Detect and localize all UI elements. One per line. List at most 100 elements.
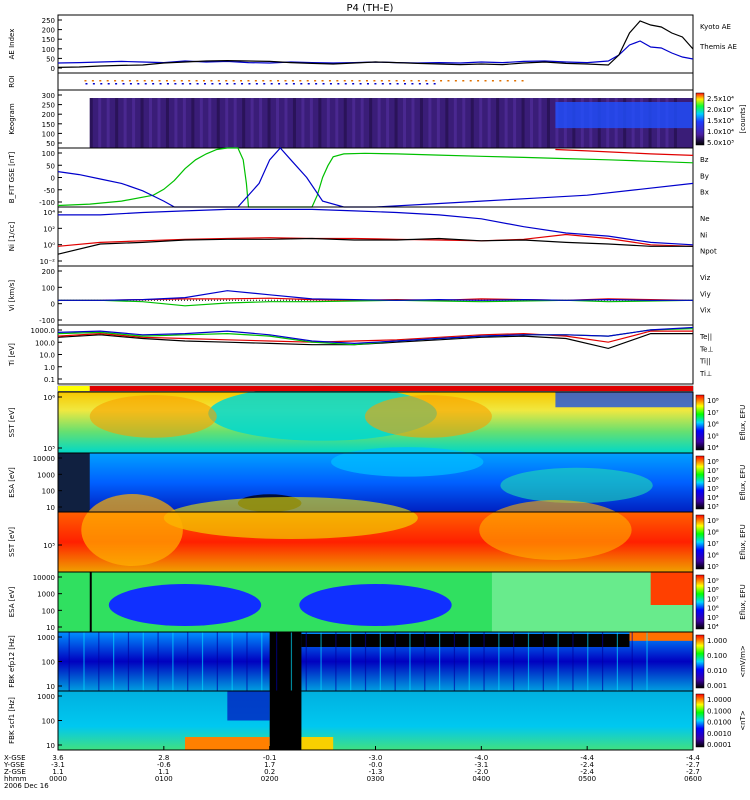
heat-stripe [261, 632, 263, 691]
colorbar-tick: 1.5x10⁴ [707, 117, 734, 125]
heat-stripe [113, 632, 115, 691]
colorbar-tick: 10⁵ [707, 432, 719, 440]
keogram-stripe [284, 98, 288, 148]
y-tick-label: 10⁻² [40, 258, 56, 266]
y-tick-label: 1000 [37, 471, 55, 479]
panel-esa-electron: ESA [eV] 10000 1000 100 10 [8, 571, 694, 633]
mode-bar-fast [89, 386, 693, 391]
heat-stripe [98, 632, 100, 691]
y-gse-value: -0.6 [157, 761, 171, 769]
colorbar-tick: 10⁸ [707, 586, 719, 594]
keogram-stripe [496, 98, 500, 148]
roi-marker [352, 83, 355, 85]
heat-stripe [350, 632, 352, 691]
roi-marker [307, 83, 310, 85]
y-tick-label: 100 [42, 284, 55, 292]
y-tick-label: 100 [42, 607, 55, 615]
roi-marker [85, 83, 88, 85]
roi-marker [232, 80, 235, 82]
roi-marker [337, 83, 340, 85]
roi-marker [410, 80, 413, 82]
heat-stripe [513, 632, 515, 691]
keogram-stripe [369, 98, 373, 148]
heat-stripe [424, 632, 426, 691]
y-tick-label: 150 [42, 121, 55, 129]
y-tick-label: 1000 [37, 693, 55, 701]
colorbar-tick: 2.5x10⁴ [707, 95, 734, 103]
keogram-stripe [174, 98, 178, 148]
axis-row-label: 2006 Dec 16 [4, 782, 49, 790]
roi-marker [366, 83, 369, 85]
roi-marker [321, 80, 324, 82]
keogram-stripe [470, 98, 474, 148]
y-tick-label: 10.0 [39, 352, 55, 360]
legend-bfield-2: Bx [700, 189, 709, 197]
z-gse-value: -2.0 [474, 768, 488, 776]
colorbar-tick: 0.010 [707, 667, 727, 675]
keogram-stripe [292, 98, 296, 148]
colorbar-label: [counts] [739, 104, 747, 133]
keogram-stripe [157, 98, 161, 148]
colorbar-tick: 0.0001 [707, 741, 732, 749]
heat-stripe [305, 632, 307, 691]
keogram-stripe [513, 98, 517, 148]
keogram-stripe [242, 98, 246, 148]
roi-marker [521, 80, 524, 82]
colorbar-tick: 10⁴ [707, 494, 719, 502]
keogram-stripe [276, 98, 280, 148]
y-axis-label: ESA [eV] [8, 586, 16, 617]
roi-marker [506, 80, 509, 82]
roi-marker [240, 80, 243, 82]
keogram-stripe [309, 98, 313, 148]
roi-marker [107, 83, 110, 85]
roi-marker [277, 80, 280, 82]
keogram-stripe [403, 98, 407, 148]
y-tick-label: 10² [43, 225, 55, 233]
axis-row-label: X-GSE [4, 754, 26, 762]
legend-temperature-2: Ti|| [699, 358, 711, 366]
roi-marker [365, 80, 368, 82]
legend-ae-0: Kyoto AE [700, 23, 731, 31]
heat-blob [227, 691, 270, 721]
time-hhmm-value: 0000 [49, 775, 67, 783]
y-tick-label: -100 [39, 199, 55, 207]
keogram-stripe [479, 98, 483, 148]
legend-bfield-0: Bz [700, 156, 709, 164]
roi-marker [426, 83, 429, 85]
roi-marker [226, 83, 229, 85]
y-tick-label: 10 [46, 624, 55, 632]
legend-ae-1: Themis AE [699, 43, 737, 51]
colorbar-tick: 10⁹ [707, 517, 719, 525]
roi-marker [373, 80, 376, 82]
x-gse-value: -0.1 [263, 754, 277, 762]
z-gse-value: -2.7 [686, 768, 700, 776]
roi-marker [217, 80, 220, 82]
axis-row-label: Z-GSE [4, 768, 26, 776]
legend-temperature-0: Te|| [699, 333, 712, 341]
roi-marker [189, 83, 192, 85]
colorbar-tick: 10⁸ [707, 397, 719, 405]
roi-marker [210, 80, 213, 82]
keogram-stripe [352, 98, 356, 148]
roi-marker [180, 80, 183, 82]
roi-marker [329, 83, 332, 85]
roi-marker [166, 83, 169, 85]
roi-marker [263, 83, 266, 85]
y-tick-label: 10⁵ [43, 445, 55, 453]
panel-sst-ion: SST [eV] 10⁶ 10⁵ [8, 385, 694, 454]
roi-marker [262, 80, 265, 82]
colorbar-tick: 10⁴ [707, 623, 719, 631]
heat-stripe [616, 632, 618, 691]
roi-marker [195, 80, 198, 82]
heat-stripe [172, 632, 174, 691]
heat-stripe [320, 632, 322, 691]
keogram-stripe [521, 98, 525, 148]
roi-marker [247, 80, 250, 82]
heat-stripe [201, 632, 204, 691]
roi-marker [241, 83, 244, 85]
roi-marker [254, 80, 257, 82]
series-line-red [57, 233, 694, 247]
legend-temperature-3: Ti⊥ [699, 370, 712, 378]
roi-marker [152, 83, 155, 85]
heat-stripe [364, 632, 367, 691]
